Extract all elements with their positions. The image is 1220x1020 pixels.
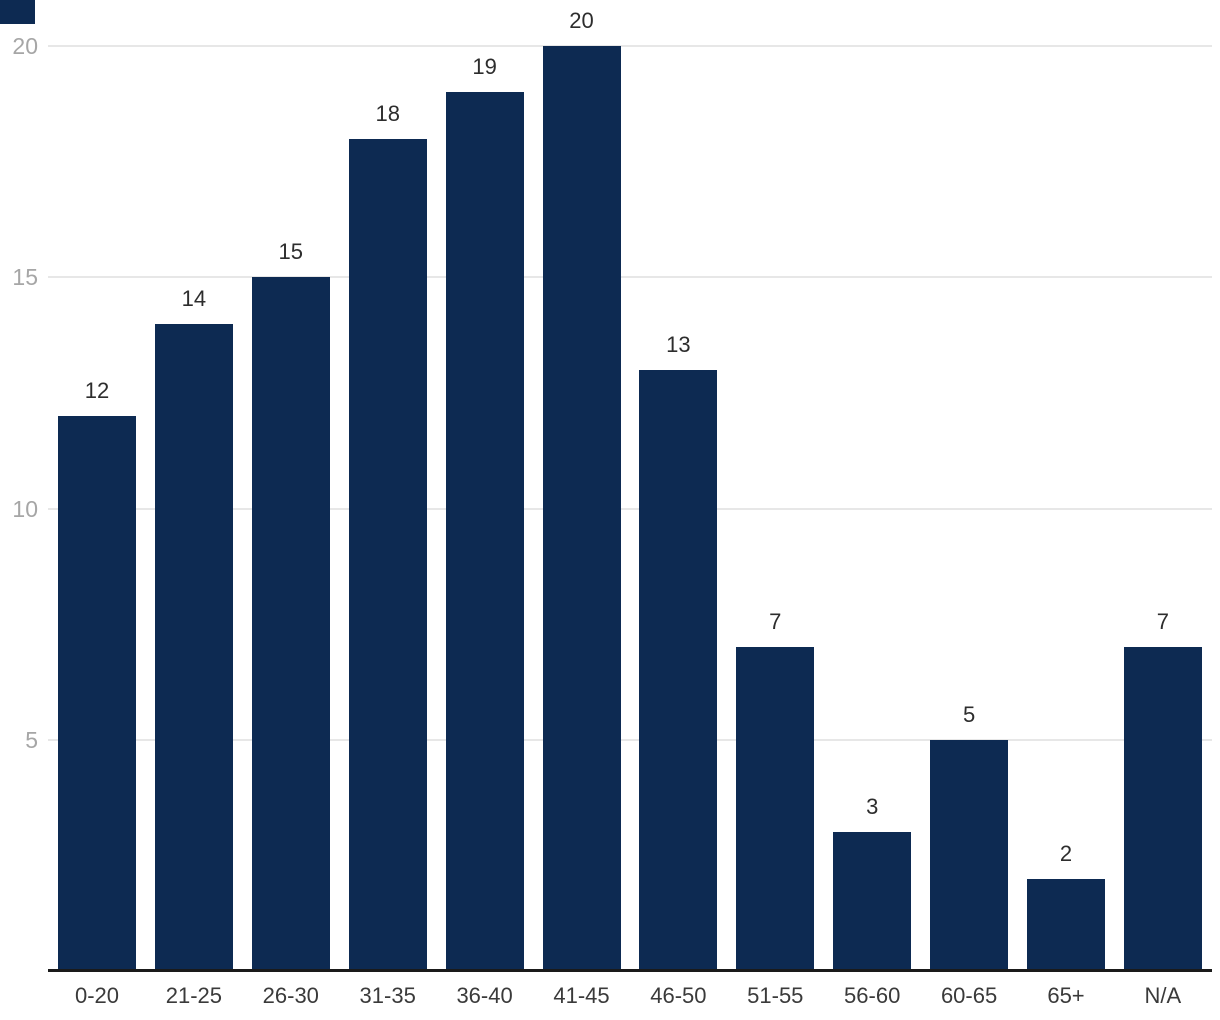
bar-value-label: 20 — [569, 8, 594, 33]
bar-value-label: 7 — [1156, 609, 1169, 635]
bar-value-label: 15 — [278, 239, 304, 265]
y-axis-tick-label: 5 — [25, 726, 38, 753]
bar-21-25 — [154, 323, 233, 971]
bar-value-label: 14 — [181, 285, 207, 311]
x-axis-label: 56-60 — [844, 983, 901, 1008]
x-axis-label: 31-35 — [359, 983, 416, 1008]
bar-value-label: 2 — [1059, 840, 1073, 866]
bar-value-label: 3 — [866, 794, 879, 820]
bar-value-label: 19 — [472, 54, 497, 80]
bar-46-50 — [639, 369, 718, 971]
y-axis-tick-label: 10 — [12, 495, 38, 522]
x-axis-label: 51-55 — [747, 983, 804, 1008]
x-axis-label: 46-50 — [650, 983, 707, 1008]
gridline — [48, 738, 1212, 741]
bar-value-label: 12 — [84, 378, 110, 403]
bar-value-label: 5 — [962, 701, 976, 727]
corner-artifact — [0, 0, 35, 24]
bar-0-20 — [58, 416, 136, 971]
x-axis-label: 65+ — [1047, 983, 1085, 1008]
gridline — [48, 45, 1212, 47]
bar-N/A — [1123, 647, 1202, 971]
bar-60-65 — [930, 739, 1009, 971]
bar-31-35 — [348, 138, 427, 971]
x-axis-label: 21-25 — [165, 983, 223, 1008]
bar-36-40 — [445, 92, 524, 971]
x-axis-label: 41-45 — [553, 983, 610, 1008]
x-axis-label: 60-65 — [940, 983, 998, 1008]
y-axis-tick-label: 20 — [12, 33, 38, 59]
x-axis-label: 26-30 — [262, 983, 319, 1008]
bar-value-label: 18 — [375, 100, 400, 126]
x-axis-label: 0-20 — [74, 983, 120, 1008]
y-axis-tick-label: 15 — [12, 264, 38, 291]
bar-41-45 — [542, 46, 621, 971]
x-axis-label: N/A — [1144, 983, 1182, 1008]
bar-56-60 — [833, 832, 912, 971]
x-axis-line — [48, 969, 1212, 972]
bar-value-label: 13 — [666, 331, 691, 357]
bar-65+ — [1027, 878, 1105, 971]
bar-51-55 — [736, 647, 815, 971]
x-axis-label: 36-40 — [456, 983, 513, 1008]
gridline — [48, 276, 1212, 279]
gridline — [48, 507, 1212, 510]
bar-value-label: 7 — [769, 609, 782, 635]
bar-26-30 — [251, 277, 330, 971]
